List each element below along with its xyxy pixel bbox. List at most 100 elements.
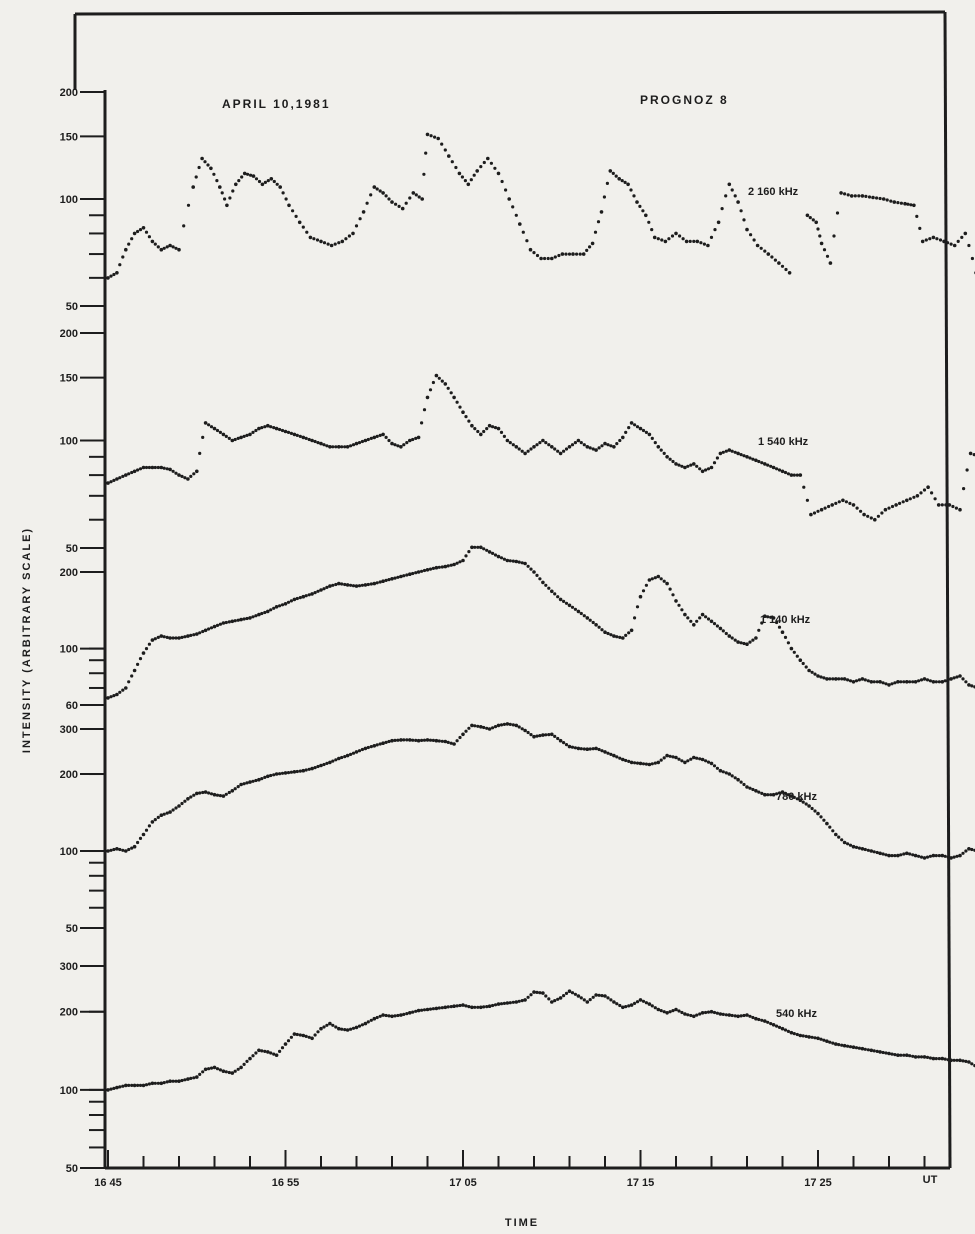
data-point (892, 200, 897, 204)
data-point-interp (428, 567, 433, 571)
data-point-interp (127, 472, 131, 476)
data-point-interp (822, 1038, 826, 1042)
y-tick-label: 200 (60, 1007, 78, 1019)
data-point (212, 792, 217, 797)
data-point (487, 1004, 492, 1008)
data-point-interp (411, 437, 415, 442)
data-point (425, 132, 430, 137)
data-point-interp (396, 1013, 400, 1018)
data-point-interp (254, 778, 258, 783)
data-point (310, 766, 314, 771)
data-point-interp (340, 582, 344, 586)
data-point-interp (739, 641, 743, 645)
data-point-interp (520, 449, 524, 453)
data-point-interp (526, 730, 530, 735)
data-point (310, 438, 314, 443)
data-point (177, 1079, 181, 1083)
data-point-interp (644, 583, 649, 587)
data-point-interp (305, 230, 309, 234)
data-point (248, 1056, 252, 1061)
data-point-interp (260, 426, 264, 430)
data-point (354, 1025, 359, 1030)
data-point-interp (597, 446, 601, 450)
data-point (239, 435, 243, 440)
data-point (479, 1005, 483, 1010)
data-point-interp (266, 179, 270, 183)
data-point (571, 252, 575, 256)
data-point-interp (322, 762, 326, 767)
data-point-interp (130, 674, 134, 678)
data-point (576, 994, 581, 998)
data-point (931, 853, 936, 858)
data-point-interp (251, 779, 255, 783)
data-point-interp (263, 610, 267, 615)
data-point-interp (162, 466, 166, 470)
data-point-interp (783, 470, 788, 475)
y-tick-label: 50 (66, 923, 78, 935)
data-point-interp (917, 1055, 921, 1059)
data-point-interp (263, 180, 267, 184)
data-point-interp (952, 855, 956, 859)
data-point-interp (233, 619, 237, 623)
data-point-interp (538, 991, 542, 995)
data-point (487, 423, 492, 428)
data-point-interp (864, 194, 868, 198)
x-unit-label: UT (923, 1174, 938, 1186)
data-point-interp (138, 228, 143, 232)
data-point (186, 1077, 190, 1081)
data-point-interp (884, 682, 888, 686)
data-point (709, 1009, 714, 1014)
data-point-interp (712, 461, 717, 465)
data-point-interp (680, 464, 684, 468)
data-point-interp (313, 591, 317, 595)
data-point-interp (857, 194, 861, 198)
data-point (849, 194, 854, 198)
data-point (505, 438, 510, 443)
data-point-interp (298, 596, 302, 600)
data-point-interp (476, 1005, 480, 1009)
data-point-interp (499, 556, 504, 560)
data-point (949, 856, 953, 860)
data-point (700, 1011, 705, 1015)
data-point-interp (165, 245, 169, 249)
data-point (683, 612, 687, 617)
data-point (967, 1060, 971, 1064)
data-point (200, 156, 204, 161)
data-point-interp (340, 1027, 344, 1031)
data-point-interp (641, 762, 646, 766)
data-point (878, 1050, 882, 1054)
data-point-interp (724, 631, 728, 636)
data-point-interp (171, 808, 175, 812)
data-point-interp (881, 681, 885, 685)
data-point-interp (109, 848, 113, 852)
data-point-interp (473, 427, 477, 431)
data-point-interp (130, 237, 134, 241)
data-point (230, 619, 235, 624)
data-point-interp (384, 740, 388, 745)
data-point-interp (623, 180, 627, 184)
data-point-interp (508, 1001, 512, 1005)
data-point-interp (112, 1086, 116, 1090)
data-point-interp (351, 1026, 356, 1030)
data-point (399, 1013, 403, 1017)
data-point-interp (644, 430, 649, 434)
data-point-interp (192, 1076, 196, 1080)
data-point-interp (212, 172, 216, 176)
data-point (212, 624, 217, 629)
data-point-interp (760, 791, 764, 796)
data-point (825, 821, 829, 826)
data-point-interp (902, 1053, 906, 1057)
data-point-interp (517, 447, 521, 451)
data-point-interp (795, 473, 799, 477)
data-point-interp (970, 1062, 974, 1066)
data-point-interp (127, 1083, 131, 1087)
data-point-interp (493, 553, 498, 557)
data-point-interp (236, 785, 240, 789)
data-point (390, 441, 394, 446)
data-point (638, 594, 643, 599)
data-point-interp (183, 476, 187, 480)
data-point (647, 1002, 652, 1006)
data-point-interp (197, 165, 201, 170)
data-point (942, 239, 946, 244)
data-point (416, 738, 421, 743)
